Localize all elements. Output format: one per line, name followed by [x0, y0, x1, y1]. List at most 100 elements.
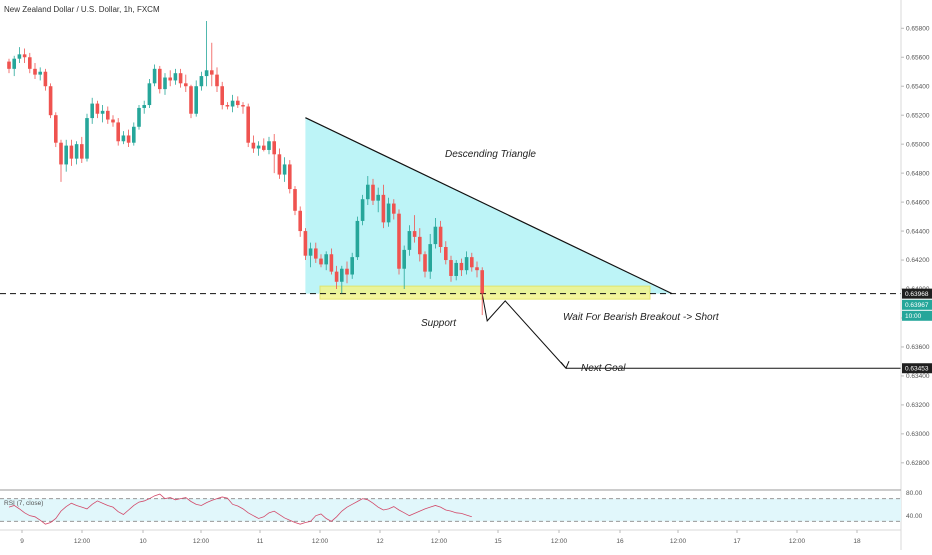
price-tick-label: 0.64800 — [906, 170, 930, 177]
price-badge — [902, 310, 932, 321]
price-badge — [902, 363, 932, 374]
candle-body — [303, 231, 308, 256]
time-tick-label: 12:00 — [431, 538, 448, 545]
candle-body — [116, 122, 120, 142]
price-badge-label: 0.63968 — [905, 291, 929, 298]
candle-body — [293, 189, 297, 211]
price-tick-label: 0.63000 — [906, 431, 930, 438]
candle-body — [449, 260, 453, 276]
candle-body — [319, 258, 323, 265]
rsi-tick-label: 40.00 — [906, 513, 923, 520]
candle-body — [340, 268, 344, 282]
candle-body — [168, 77, 172, 81]
candle-body — [267, 141, 271, 150]
candle-body — [178, 73, 183, 84]
candle-body — [282, 164, 287, 175]
time-tick-label: 12:00 — [670, 538, 687, 545]
candle-body — [100, 110, 105, 114]
candle-body — [85, 118, 89, 159]
candle-body — [360, 199, 365, 221]
price-tick-label: 0.65400 — [906, 83, 930, 90]
price-badge — [902, 299, 932, 310]
candle-body — [246, 106, 250, 143]
candle-body — [256, 145, 261, 149]
time-tick-label: 17 — [733, 538, 741, 545]
rsi-line — [8, 493, 472, 525]
candle-body — [12, 58, 16, 69]
price-badge-label: 0.63453 — [905, 366, 929, 373]
price-tick-label: 0.64200 — [906, 257, 930, 264]
candle-body — [132, 126, 136, 143]
candle-body — [418, 236, 422, 255]
candle-body — [308, 248, 313, 256]
candle-body — [38, 71, 42, 75]
candle-body — [314, 248, 318, 259]
candle-body — [350, 257, 354, 275]
candle-body — [438, 226, 443, 247]
candle-body — [412, 231, 417, 237]
candle-body — [33, 68, 37, 75]
price-tick-label: 0.62800 — [906, 460, 930, 467]
candle-body — [392, 203, 396, 214]
price-tick-label: 0.64400 — [906, 228, 930, 235]
candle-body — [236, 100, 240, 106]
price-badges: 0.63968 0.63967 10:00 0.63453 — [902, 288, 932, 374]
price-tick-label: 0.64600 — [906, 199, 930, 206]
candle-body — [215, 74, 219, 87]
candle-body — [126, 135, 131, 143]
candle-body — [210, 70, 214, 75]
candle-body — [204, 70, 209, 77]
candle-body — [22, 54, 27, 58]
rsi-axis: 80.00 40.00 — [906, 490, 923, 520]
rsi-band — [0, 498, 901, 522]
support-zone — [319, 285, 651, 300]
candle-body — [433, 226, 438, 245]
price-tick-label: 0.65800 — [906, 25, 930, 32]
candle-body — [334, 271, 339, 282]
next-goal-annotation: Next Goal — [581, 363, 626, 374]
candle-body — [220, 86, 224, 106]
support-annotation: Support — [421, 318, 457, 329]
time-tick-label: 12 — [376, 538, 384, 545]
candle-body — [402, 249, 406, 269]
candle-body — [423, 254, 427, 272]
candle-body — [142, 105, 146, 108]
price-badge-label: 0.63967 — [905, 302, 929, 309]
candle-body — [428, 244, 432, 272]
candle-body — [376, 194, 380, 201]
candle-body — [7, 61, 11, 69]
candle-body — [277, 154, 282, 175]
candle-body — [173, 73, 178, 81]
price-tick-label: 0.63400 — [906, 373, 930, 380]
time-tick-label: 10 — [139, 538, 147, 545]
candle-body — [80, 144, 84, 159]
price-tick-label: 0.63200 — [906, 402, 930, 409]
candle-body — [64, 145, 68, 165]
candle-body — [470, 257, 474, 268]
candle-body — [48, 86, 53, 116]
breakout-annotation: Wait For Bearish Breakout -> Short — [563, 312, 720, 323]
candle-body — [152, 68, 157, 84]
time-tick-label: 18 — [853, 538, 861, 545]
candle-body — [74, 144, 79, 159]
candle-body — [158, 68, 162, 90]
time-tick-label: 12:00 — [789, 538, 806, 545]
time-axis[interactable]: 9 12:00 10 12:00 11 12:00 12 12:00 15 12:00 16 12:0… — [20, 530, 861, 545]
candle-body — [106, 110, 110, 120]
rsi-tick-label: 80.00 — [906, 490, 923, 497]
price-tick-label: 0.63600 — [906, 344, 930, 351]
candle-body — [345, 268, 349, 275]
projected-path-arrowhead — [560, 361, 570, 370]
triangle-title-annotation: Descending Triangle — [445, 149, 536, 160]
candle-body — [444, 247, 448, 261]
candle-body — [298, 210, 302, 232]
candle-body — [111, 119, 115, 123]
candle-body — [163, 77, 167, 90]
candle-body — [355, 220, 360, 258]
time-tick-label: 9 — [20, 538, 24, 545]
candle-body — [386, 203, 391, 223]
candle-body — [184, 83, 188, 87]
candle-body — [199, 76, 204, 87]
